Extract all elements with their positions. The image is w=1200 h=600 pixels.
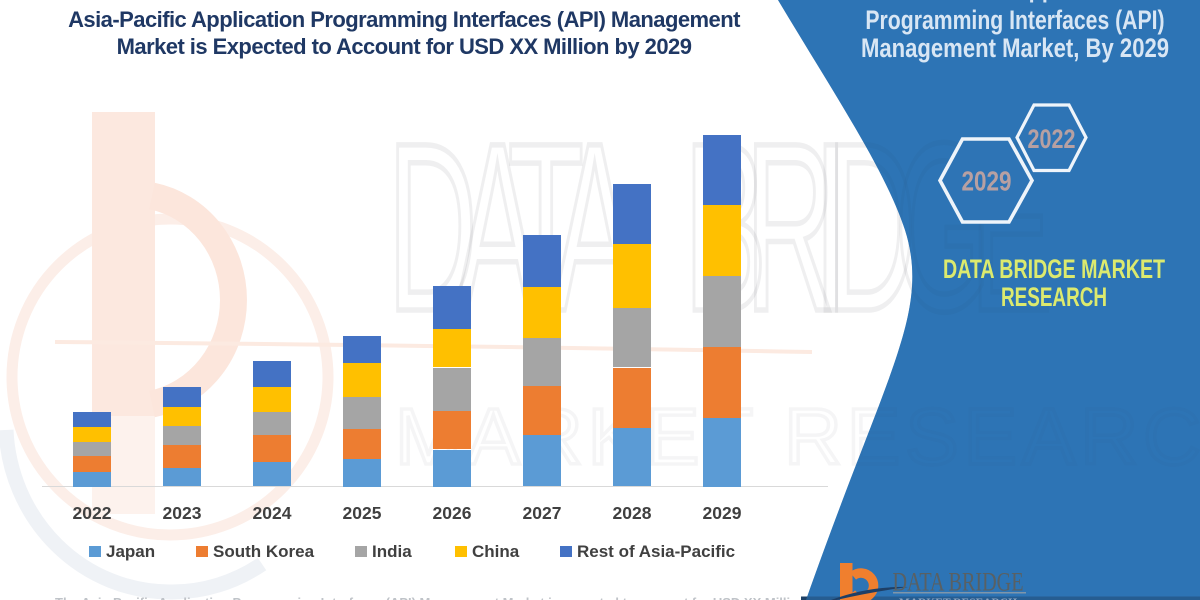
svg-text:2029: 2029 bbox=[962, 166, 1012, 197]
svg-text:MARKET RESEARCH: MARKET RESEARCH bbox=[899, 595, 1018, 600]
svg-text:DATA BRIDGE: DATA BRIDGE bbox=[893, 568, 1024, 597]
svg-text:2022: 2022 bbox=[1028, 124, 1076, 154]
